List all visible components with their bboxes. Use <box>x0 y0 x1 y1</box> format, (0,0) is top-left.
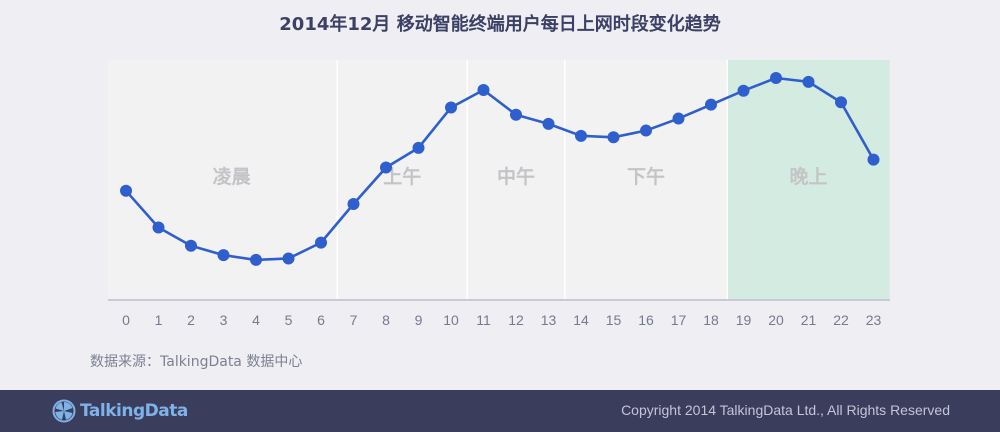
period-label: 中午 <box>497 165 535 188</box>
data-point <box>477 84 490 96</box>
period-highlight <box>727 60 890 300</box>
period-label: 上午 <box>383 165 421 188</box>
data-point <box>445 101 457 114</box>
data-point <box>380 161 392 174</box>
period-backgrounds <box>108 60 890 300</box>
data-point <box>250 253 262 266</box>
x-tick-label: 11 <box>476 312 491 328</box>
x-tick-label: 15 <box>606 312 622 328</box>
x-tick-label: 5 <box>285 312 293 328</box>
data-point <box>770 72 782 84</box>
x-tick-label: 12 <box>508 312 524 328</box>
data-point <box>217 249 230 262</box>
data-point <box>282 252 295 265</box>
x-tick-label: 18 <box>703 312 719 328</box>
x-tick-label: 20 <box>768 312 784 328</box>
data-point <box>835 96 847 109</box>
period-label: 凌晨 <box>213 165 252 188</box>
period-label: 下午 <box>627 165 665 188</box>
data-point <box>802 75 815 88</box>
data-points <box>120 72 880 266</box>
data-point <box>607 131 620 144</box>
x-tick-label: 1 <box>155 312 163 328</box>
data-point <box>510 108 522 121</box>
data-point <box>542 117 555 130</box>
data-point <box>347 198 360 210</box>
x-tick-label: 6 <box>317 312 325 328</box>
data-point <box>867 153 880 166</box>
data-point <box>152 221 165 234</box>
x-tick-label: 13 <box>541 312 557 328</box>
data-point <box>737 84 750 97</box>
talkingdata-logo-icon <box>52 399 76 423</box>
x-axis: 0 1 2 3 4 5 6 7 8 9 10 11 12 13 14 15 16 17 18 19 20 21 22 23 <box>108 299 890 328</box>
x-tick-label: 23 <box>866 312 882 328</box>
x-tick-label: 3 <box>220 312 228 328</box>
x-tick-label: 14 <box>573 312 589 328</box>
x-tick-label: 17 <box>671 312 687 328</box>
chart-title: 2014年12月 移动智能终端用户每日上网时段变化趋势 <box>279 14 721 35</box>
footer-logo[interactable]: TalkingData <box>52 398 188 424</box>
data-point <box>705 98 717 111</box>
x-tick-label: 22 <box>833 312 849 328</box>
line-chart: 凌晨 上午 中午 下午 晚上 0 1 2 3 4 5 6 7 8 9 10 11 12 13 14 15 16 17 18 1… <box>108 60 890 328</box>
copyright-text: Copyright 2014 TalkingData Ltd., All Rig… <box>621 402 950 418</box>
data-point <box>575 129 587 142</box>
footer-bar: TalkingData Copyright 2014 TalkingData L… <box>0 390 1000 432</box>
x-tick-label: 2 <box>187 312 195 328</box>
x-tick-label: 8 <box>382 312 390 328</box>
x-tick-label: 4 <box>252 312 260 328</box>
data-point <box>120 184 132 197</box>
x-tick-label: 10 <box>443 312 459 328</box>
x-tick-label: 0 <box>122 312 130 328</box>
x-tick-label: 9 <box>415 312 423 328</box>
data-point <box>185 239 197 252</box>
data-point <box>412 141 425 154</box>
period-label: 晚上 <box>789 165 827 188</box>
x-tick-label: 21 <box>801 312 817 328</box>
x-tick-label: 16 <box>638 312 654 328</box>
period-labels: 凌晨 上午 中午 下午 晚上 <box>213 165 828 188</box>
data-point <box>672 112 685 125</box>
x-tick-label: 19 <box>736 312 752 328</box>
data-point <box>640 124 652 137</box>
data-point <box>315 236 327 249</box>
logo-text: TalkingData <box>80 401 188 421</box>
data-source-note: 数据来源：TalkingData 数据中心 <box>90 354 303 370</box>
x-tick-label: 7 <box>350 312 358 328</box>
